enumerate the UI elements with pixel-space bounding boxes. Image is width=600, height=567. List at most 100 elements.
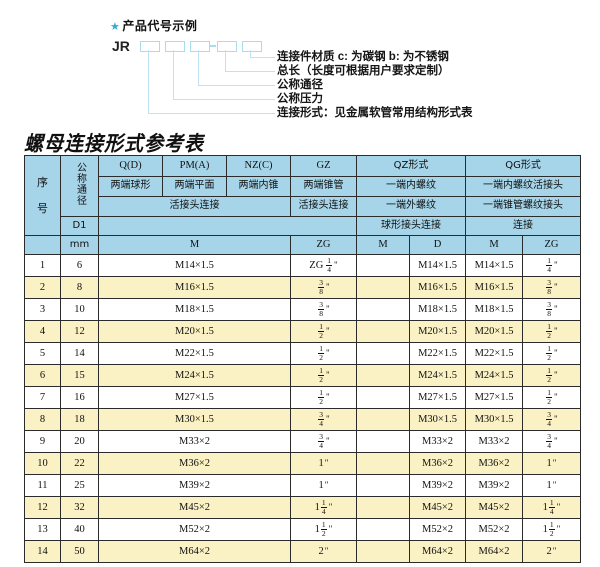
table-row: 14 50 M64×2 2 " M64×2 M64×2 2 " (24, 540, 582, 563)
code-box-3 (190, 41, 210, 52)
cell-qz-m (356, 342, 410, 365)
leader-line-4-vertical (173, 50, 175, 100)
cell-gz-size: 1 2 " (290, 320, 357, 343)
cell-gz-size: 3 4 " (290, 408, 357, 431)
cell-qg-zg: 1 2 " (522, 386, 582, 409)
cell-qz-m (356, 276, 410, 299)
cell-nominal-bore: 8 (60, 276, 99, 299)
cell-qz-m (356, 408, 410, 431)
header-desc-qd: 两端球形 (98, 176, 163, 197)
code-box-4 (217, 41, 237, 52)
cell-qg-m: M18×1.5 (465, 298, 524, 321)
cell-qz-d: M16×1.5 (408, 276, 467, 299)
leader-line-3-vertical (198, 50, 200, 86)
cell-seq-number: 6 (24, 364, 61, 387)
cell-thread-m: M30×1.5 (98, 408, 291, 431)
cell-nominal-bore: 18 (60, 408, 99, 431)
cell-gz-size: 2 " (290, 540, 357, 563)
cell-seq-number: 4 (24, 320, 61, 343)
header-group-gz-code: GZ (290, 155, 357, 177)
cell-qg-m: M20×1.5 (465, 320, 524, 343)
cell-qg-zg: 1 1 4 " (522, 496, 582, 519)
cell-qg-m: M14×1.5 (465, 254, 524, 277)
cell-qg-m: M16×1.5 (465, 276, 524, 299)
leader-line-5-vertical (148, 50, 150, 114)
spec-table-container: 序 号 公称通径 Q(D) PM(A) NZ(C) GZ QZ形式 QG形式 两… (24, 155, 582, 563)
header-seq-char-1: 序 (37, 176, 48, 190)
table-row: 5 14 M22×1.5 1 2 " M22×1.5 M22×1.5 1 2 " (24, 342, 582, 365)
cell-qz-d: M36×2 (408, 452, 467, 475)
header-conn-left: 活接头连接 (98, 196, 291, 217)
cell-qz-d: M22×1.5 (408, 342, 467, 365)
header-group-pma-code: PM(A) (162, 155, 227, 177)
cell-gz-size: 1 2 " (290, 364, 357, 387)
cell-qz-m (356, 254, 410, 277)
cell-nominal-bore: 50 (60, 540, 99, 563)
cell-gz-size: 3 8 " (290, 298, 357, 321)
cell-nominal-bore: 22 (60, 452, 99, 475)
table-row: 3 10 M18×1.5 3 8 " M18×1.5 M18×1.5 3 8 " (24, 298, 582, 321)
code-label-connection-type: 连接形式：见金属软管常用结构形式表 (277, 107, 473, 119)
header-desc-pma: 两端平面 (162, 176, 227, 197)
product-code-example: ★ 产品代号示例 JR 连接件材质 c: 为碳钢 b: 为不锈钢 总长（长度可根据… (0, 0, 600, 128)
code-label-material: 连接件材质 c: 为碳钢 b: 为不锈钢 (277, 51, 449, 63)
cell-seq-number: 2 (24, 276, 61, 299)
table-body: 1 6 M14×1.5 ZG 1 4 " M14×1.5 M14×1.5 1 4 " 2 8 M16×1.5… (24, 254, 582, 563)
cell-nominal-bore: 16 (60, 386, 99, 409)
cell-gz-size: 1 1 2 " (290, 518, 357, 541)
code-box-5 (242, 41, 262, 52)
cell-qg-zg: 1 " (522, 474, 582, 497)
header-unit-mm: mm (60, 235, 99, 255)
cell-qz-m (356, 298, 410, 321)
cell-qg-m: M22×1.5 (465, 342, 524, 365)
table-row: 1 6 M14×1.5 ZG 1 4 " M14×1.5 M14×1.5 1 4 " (24, 254, 582, 277)
cell-thread-m: M64×2 (98, 540, 291, 563)
cell-nominal-bore: 40 (60, 518, 99, 541)
cell-nominal-bore: 15 (60, 364, 99, 387)
table-row: 12 32 M45×2 1 1 4 " M45×2 M45×2 1 1 4 " (24, 496, 582, 519)
table-row: 2 8 M16×1.5 3 8 " M16×1.5 M16×1.5 3 8 " (24, 276, 582, 299)
table-row: 6 15 M24×1.5 1 2 " M24×1.5 M24×1.5 1 2 " (24, 364, 582, 387)
header-conn-qz: 一端外螺纹 (355, 196, 467, 217)
cell-seq-number: 13 (24, 518, 61, 541)
cell-thread-m: M45×2 (98, 496, 291, 519)
header-unit-qz-m: M (356, 235, 410, 255)
cell-qz-m (356, 518, 410, 541)
header-row-units: mm M ZG M D M ZG (24, 235, 582, 255)
cell-qg-zg: 1 2 " (522, 342, 582, 365)
cell-qg-zg: 1 2 " (522, 320, 582, 343)
header-seq-char-2: 号 (37, 201, 48, 215)
cell-qg-zg: 1 4 " (522, 254, 582, 277)
header-unit-m: M (98, 235, 291, 255)
cell-thread-m: M14×1.5 (98, 254, 291, 277)
code-label-nominal-pressure: 公称压力 (277, 93, 323, 105)
cell-qz-d: M30×1.5 (408, 408, 467, 431)
header-group-nzc-code: NZ(C) (226, 155, 291, 177)
cell-thread-m: M52×2 (98, 518, 291, 541)
header-desc-gz: 两端锥管 (290, 176, 357, 197)
leader-line-1-vertical (250, 50, 252, 58)
leader-line-2-vertical (225, 50, 227, 72)
cell-thread-m: M16×1.5 (98, 276, 291, 299)
star-icon: ★ (110, 21, 121, 33)
header-conn-gz: 活接头连接 (290, 196, 357, 217)
cell-qz-m (356, 540, 410, 563)
cell-qg-zg: 3 8 " (522, 298, 582, 321)
cell-qz-d: M24×1.5 (408, 364, 467, 387)
cell-thread-m: M22×1.5 (98, 342, 291, 365)
cell-qg-m: M33×2 (465, 430, 524, 453)
cell-qz-m (356, 364, 410, 387)
header-group-qd-code: Q(D) (98, 155, 163, 177)
header-desc-nzc: 两端内锥 (226, 176, 291, 197)
table-row: 8 18 M30×1.5 3 4 " M30×1.5 M30×1.5 3 4 " (24, 408, 582, 431)
code-label-nominal-bore: 公称通径 (277, 79, 323, 91)
cell-seq-number: 1 (24, 254, 61, 277)
cell-seq-number: 5 (24, 342, 61, 365)
nut-connection-spec-table: 序 号 公称通径 Q(D) PM(A) NZ(C) GZ QZ形式 QG形式 两… (24, 155, 582, 563)
cell-seq-number: 9 (24, 430, 61, 453)
cell-qg-zg: 2 " (522, 540, 582, 563)
cell-qz-d: M20×1.5 (408, 320, 467, 343)
cell-gz-size: 3 4 " (290, 430, 357, 453)
cell-seq-number: 14 (24, 540, 61, 563)
leader-line-2-horizontal (225, 71, 275, 73)
